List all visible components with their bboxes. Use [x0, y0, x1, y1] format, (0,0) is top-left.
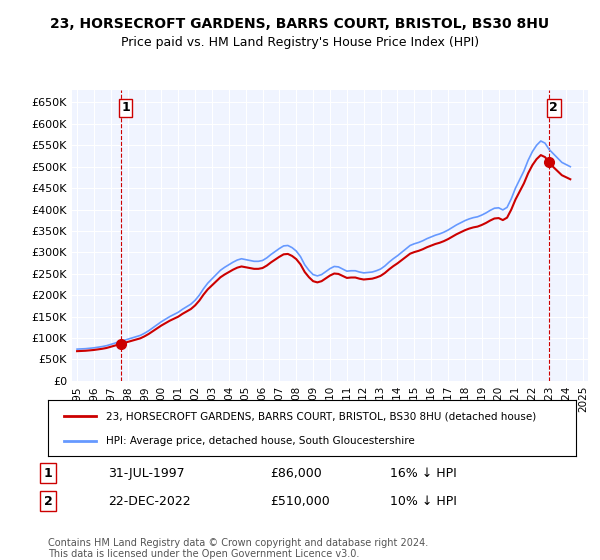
Text: 23, HORSECROFT GARDENS, BARRS COURT, BRISTOL, BS30 8HU: 23, HORSECROFT GARDENS, BARRS COURT, BRI…	[50, 17, 550, 31]
Text: 2: 2	[550, 101, 558, 114]
Text: 22-DEC-2022: 22-DEC-2022	[108, 494, 191, 508]
Text: 10% ↓ HPI: 10% ↓ HPI	[390, 494, 457, 508]
Text: 23, HORSECROFT GARDENS, BARRS COURT, BRISTOL, BS30 8HU (detached house): 23, HORSECROFT GARDENS, BARRS COURT, BRI…	[106, 411, 536, 421]
Text: 1: 1	[44, 466, 52, 480]
Text: 1: 1	[121, 101, 130, 114]
Text: £86,000: £86,000	[270, 466, 322, 480]
Text: Price paid vs. HM Land Registry's House Price Index (HPI): Price paid vs. HM Land Registry's House …	[121, 36, 479, 49]
Text: 31-JUL-1997: 31-JUL-1997	[108, 466, 185, 480]
Text: £510,000: £510,000	[270, 494, 330, 508]
Text: Contains HM Land Registry data © Crown copyright and database right 2024.
This d: Contains HM Land Registry data © Crown c…	[48, 538, 428, 559]
Text: HPI: Average price, detached house, South Gloucestershire: HPI: Average price, detached house, Sout…	[106, 436, 415, 446]
Text: 16% ↓ HPI: 16% ↓ HPI	[390, 466, 457, 480]
Text: 2: 2	[44, 494, 52, 508]
